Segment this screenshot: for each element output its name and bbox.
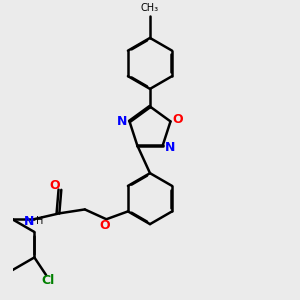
Text: CH₃: CH₃	[141, 3, 159, 13]
Text: H: H	[36, 216, 44, 226]
Text: O: O	[99, 219, 110, 232]
Text: O: O	[172, 113, 183, 126]
Text: N: N	[24, 215, 34, 228]
Text: N: N	[117, 115, 128, 128]
Text: N: N	[164, 141, 175, 154]
Text: O: O	[49, 179, 60, 192]
Text: Cl: Cl	[41, 274, 55, 287]
